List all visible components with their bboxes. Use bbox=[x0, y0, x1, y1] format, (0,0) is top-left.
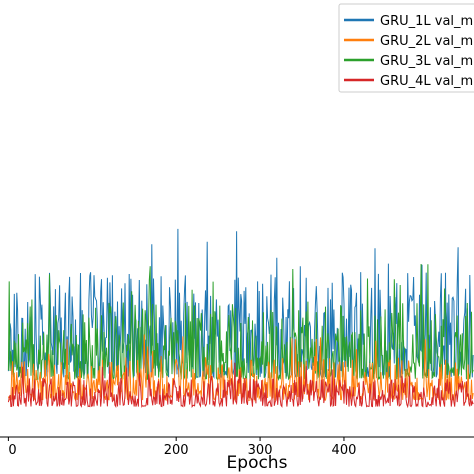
x-ticks: 0 200 300 400 bbox=[7, 437, 357, 458]
x-tick-label: 400 bbox=[332, 443, 357, 458]
x-tick-label: 200 bbox=[164, 443, 189, 458]
legend-label: GRU_3L val_m bbox=[380, 54, 473, 69]
series-lines bbox=[7, 228, 474, 409]
legend-label: GRU_2L val_m bbox=[380, 34, 473, 49]
legend: GRU_1L val_m GRU_2L val_m GRU_3L val_m GRU_… bbox=[338, 3, 474, 93]
x-tick-label: 300 bbox=[248, 443, 273, 458]
x-axis-label: Epochs bbox=[227, 453, 288, 473]
legend-label: GRU_4L val_m bbox=[380, 74, 473, 89]
legend-label: GRU_1L val_m bbox=[380, 14, 473, 29]
series-line-3 bbox=[7, 263, 474, 382]
series-line-4 bbox=[7, 362, 474, 409]
legend-box bbox=[338, 3, 474, 93]
x-tick-label: 0 bbox=[8, 443, 16, 458]
